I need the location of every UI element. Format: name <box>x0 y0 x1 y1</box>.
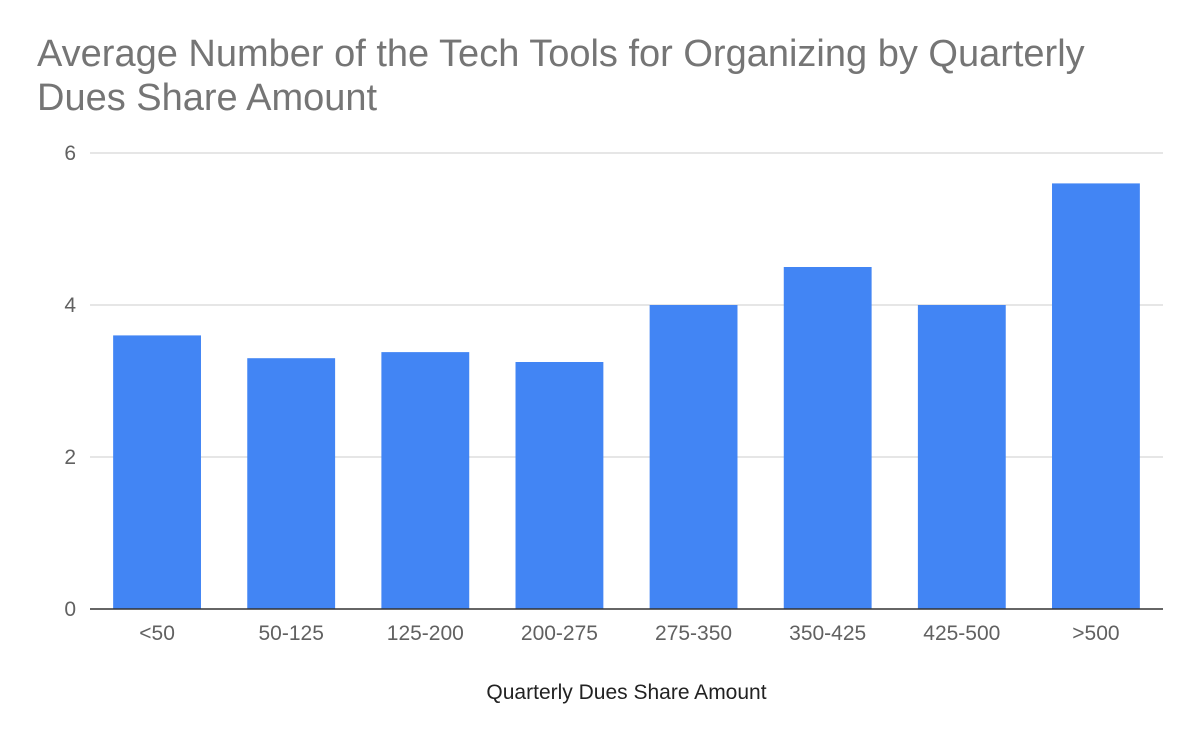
x-tick-label: >500 <box>1072 622 1119 645</box>
x-tick-label: 350-425 <box>789 622 866 645</box>
x-tick-label: 425-500 <box>923 622 1000 645</box>
x-tick-label: <50 <box>139 622 175 645</box>
bar <box>515 362 604 609</box>
bar <box>247 358 336 609</box>
x-axis-title: Quarterly Dues Share Amount <box>486 681 766 704</box>
x-tick-label: 125-200 <box>387 622 464 645</box>
x-tick-label: 50-125 <box>258 622 323 645</box>
x-tick-label: 200-275 <box>521 622 598 645</box>
y-tick-label: 4 <box>64 294 76 317</box>
y-tick-label: 6 <box>64 142 76 165</box>
bar <box>649 305 738 609</box>
x-axis-ticks: <50 50-125 125-200 200-275 275-350 350-425 425… <box>139 622 1119 645</box>
chart-title: Average Number of the Tech Tools for Org… <box>37 33 1085 119</box>
y-tick-label: 0 <box>64 598 76 621</box>
bars <box>113 183 1140 609</box>
bar <box>1052 183 1140 609</box>
bar <box>381 352 470 609</box>
x-tick-label: 275-350 <box>655 622 732 645</box>
y-axis-ticks: 0 2 4 6 <box>64 142 76 621</box>
bar <box>917 305 1006 609</box>
y-tick-label: 2 <box>64 446 76 469</box>
bar <box>783 267 872 609</box>
bar <box>113 335 201 609</box>
